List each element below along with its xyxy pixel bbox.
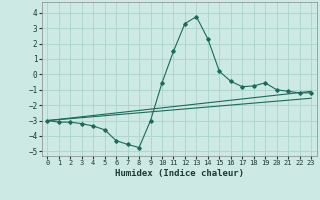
X-axis label: Humidex (Indice chaleur): Humidex (Indice chaleur) (115, 169, 244, 178)
